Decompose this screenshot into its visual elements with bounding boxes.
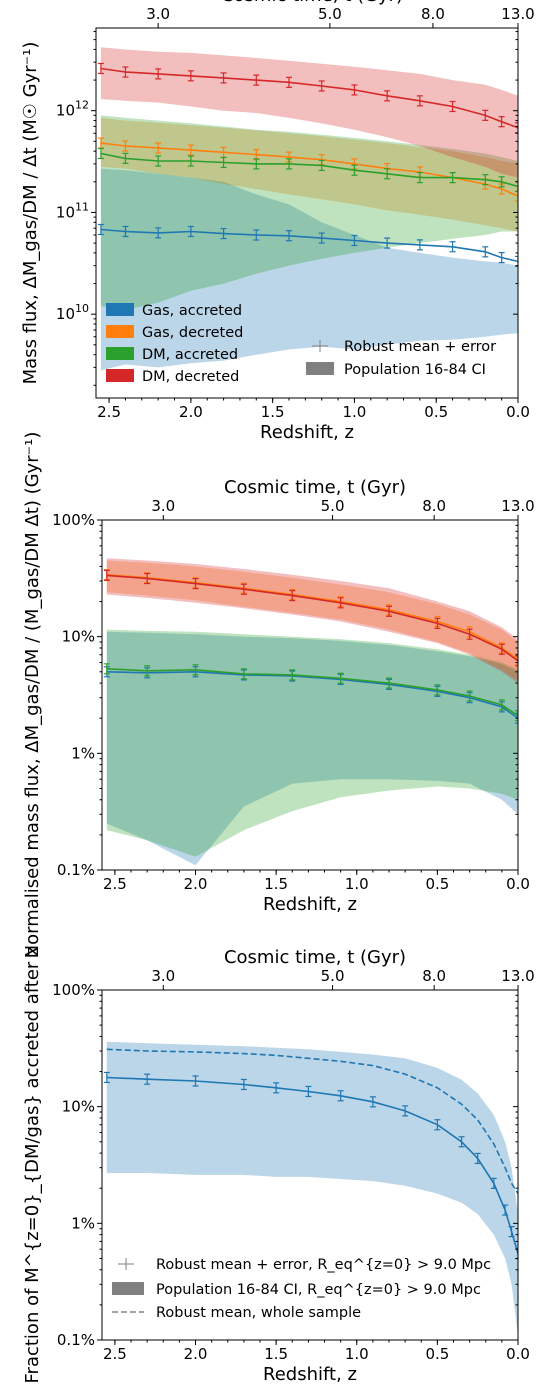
top-tick-label: 13.0: [501, 967, 534, 985]
axes-frame: [95, 27, 519, 399]
top-tick-label: 8.0: [422, 497, 446, 515]
top-tick-label: 3.0: [151, 497, 175, 515]
x-tick-label: 2.0: [184, 1345, 208, 1363]
x-tick-label: 2.0: [184, 875, 208, 893]
top-tick-label: 8.0: [422, 967, 446, 985]
y-axis-label: Normalised mass flux, ΔM_gas/DM / (M_gas…: [22, 432, 43, 959]
legend-label-robust-mean: Robust mean + error: [344, 339, 496, 355]
plot-area: [97, 47, 518, 371]
y-tick-label: 1%: [71, 1214, 95, 1232]
y-tick-label: 1012: [56, 99, 89, 120]
legend-label-gas_decreted: Gas, decreted: [142, 325, 243, 341]
y-tick-label: 0.1%: [57, 1331, 95, 1349]
y-tick-label: 1011: [56, 200, 89, 221]
x-tick-label: 2.5: [97, 403, 121, 421]
x-tick-label: 0.0: [506, 875, 530, 893]
legend-label-dm_decreted: DM, decreted: [142, 369, 239, 385]
x-axis-label: Redshift, z: [263, 1364, 357, 1384]
axes-frame: [101, 519, 519, 871]
legend-swatch-dm_accreted: [106, 347, 134, 360]
y-tick-label: 10%: [62, 1098, 95, 1116]
top-tick-label: 5.0: [318, 5, 342, 23]
legend-label-whole-sample: Robust mean, whole sample: [156, 1305, 361, 1321]
x-axis-label: Redshift, z: [260, 422, 354, 443]
accreted-fraction-panel: 2.5 2.0 1.5 1.0 0.5 0.0 Redshift, z 3.0 5.0 8.0 13…: [22, 947, 535, 1384]
y-tick-label: 100%: [52, 981, 95, 999]
legend-swatch-gas_accreted: [106, 303, 134, 316]
plot-area: [103, 558, 518, 866]
top-tick-label: 13.0: [501, 5, 534, 23]
legend-label-robust-mean: Robust mean + error, R_eq^{z=0} > 9.0 Mp…: [156, 1257, 491, 1273]
x-tick-label: 1.0: [345, 875, 369, 893]
y-tick-label: 1%: [71, 744, 95, 762]
legend-swatch-ci: [112, 1282, 144, 1295]
y-tick-label: 100%: [52, 511, 95, 529]
x-tick-label: 0.0: [506, 403, 530, 421]
top-axis-label: Cosmic time, t (Gyr): [221, 0, 403, 6]
legend-swatch-gas_decreted: [106, 325, 134, 338]
legend-label-dm_accreted: DM, accreted: [142, 347, 238, 363]
x-tick-label: 0.5: [425, 1345, 449, 1363]
x-axis-label: Redshift, z: [263, 894, 357, 915]
band-dm_accreted: [106, 629, 518, 857]
plot-area: [103, 1041, 518, 1336]
y-tick-label: 10%: [62, 628, 95, 646]
band-gas_decreted: [100, 117, 518, 232]
legend-label-ci: Population 16-84 CI, R_eq^{z=0} > 9.0 Mp…: [156, 1282, 481, 1298]
top-tick-label: 3.0: [151, 967, 175, 985]
x-tick-label: 0.0: [506, 1345, 530, 1363]
top-tick-label: 5.0: [321, 497, 345, 515]
x-tick-label: 0.5: [424, 403, 448, 421]
x-tick-label: 1.5: [261, 403, 285, 421]
x-tick-label: 2.5: [103, 875, 127, 893]
band-gas_accreted: [100, 168, 518, 371]
band-gas_decreted: [106, 560, 518, 681]
legend-label-gas_accreted: Gas, accreted: [142, 303, 242, 319]
legend-label-ci: Population 16-84 CI: [344, 362, 486, 378]
x-tick-label: 1.5: [264, 875, 288, 893]
y-tick-label: 1010: [56, 302, 89, 323]
x-tick-label: 1.0: [345, 1345, 369, 1363]
axes-frame: [101, 989, 519, 1341]
x-tick-label: 1.0: [343, 403, 367, 421]
x-tick-label: 2.0: [179, 403, 203, 421]
line-gas_accreted: [106, 1076, 518, 1254]
top-tick-label: 13.0: [501, 497, 534, 515]
normalised-mass-flux-panel: 2.5 2.0 1.5 1.0 0.5 0.0 Redshift, z 3.0 5.0 8.0 13…: [22, 432, 535, 959]
top-axis-label: Cosmic time, t (Gyr): [224, 947, 406, 968]
top-tick-label: 3.0: [146, 5, 170, 23]
y-axis-label: Fraction of M^{z=0}_{DM/gas} accreted af…: [22, 947, 43, 1384]
top-tick-label: 8.0: [421, 5, 445, 23]
band-gas_accreted: [106, 631, 518, 866]
mass-flux-panel: 2.5 2.0 1.5 1.0 0.5 0.0 Redshift, z 3.0 5.0 8.0 13…: [20, 0, 535, 443]
band-dm_accreted: [100, 115, 518, 310]
legend-swatch-ci: [306, 362, 334, 375]
x-tick-label: 1.5: [264, 1345, 288, 1363]
top-axis-label: Cosmic time, t (Gyr): [224, 477, 406, 498]
band-dm_decreted: [106, 558, 518, 684]
y-tick-label: 0.1%: [57, 861, 95, 879]
top-tick-label: 5.0: [321, 967, 345, 985]
x-tick-label: 2.5: [103, 1345, 127, 1363]
band-dm_decreted: [100, 47, 518, 178]
y-axis-label: Mass flux, ΔM_gas/DM / Δt (M☉ Gyr⁻¹): [20, 42, 41, 385]
legend-swatch-dm_decreted: [106, 369, 134, 382]
line-dashed-gas_accreted: [106, 1048, 518, 1195]
x-tick-label: 0.5: [425, 875, 449, 893]
